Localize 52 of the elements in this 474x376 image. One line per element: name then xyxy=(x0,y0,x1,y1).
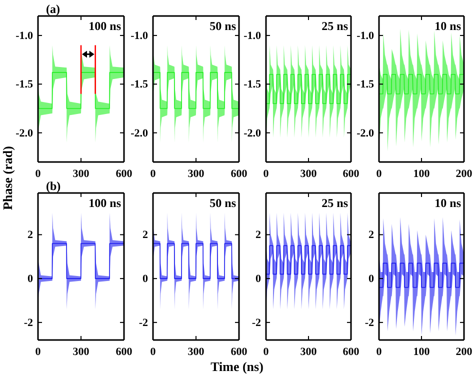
x-tick-label: 600 xyxy=(342,168,360,180)
x-tick-label: 300 xyxy=(188,346,205,358)
y-tick-label: -2 xyxy=(364,316,374,329)
y-tick-label: -2.0 xyxy=(130,127,148,140)
annotation: 25 ns xyxy=(322,19,348,33)
x-axis-title: Time (ns) xyxy=(210,359,264,374)
y-tick-label: -1.0 xyxy=(130,30,148,42)
y-tick-label: 0 xyxy=(28,273,34,286)
x-tick-label: 600 xyxy=(116,346,133,358)
annotation: 10 ns xyxy=(434,19,462,33)
annotation: 100 ns xyxy=(88,19,122,33)
x-tick-label: 600 xyxy=(342,346,360,358)
annotation: 25 ns xyxy=(322,196,348,210)
x-tick-label: 100 xyxy=(413,168,430,180)
x-tick-label: 300 xyxy=(72,168,90,180)
x-tick-label: 200 xyxy=(456,168,473,180)
y-tick-label: -2.0 xyxy=(244,127,262,140)
chart-title: (a) xyxy=(46,2,60,16)
y-tick-label: 2 xyxy=(368,229,374,242)
y-tick-label: 0 xyxy=(368,273,374,286)
x-tick-label: 300 xyxy=(188,168,205,180)
y-tick-label: -2.0 xyxy=(356,127,374,140)
x-tick-label: 100 xyxy=(413,346,430,358)
annotation: 100 ns xyxy=(88,196,122,210)
x-tick-label: 600 xyxy=(230,168,248,180)
y-tick-label: -1.5 xyxy=(130,78,148,91)
annotation: 50 ns xyxy=(210,196,236,210)
y-tick-label: 2 xyxy=(28,229,34,242)
chart-title: (b) xyxy=(46,179,61,193)
y-tick-label: 2 xyxy=(142,229,148,242)
x-tick-label: 600 xyxy=(230,346,248,358)
y-tick-label: -1.0 xyxy=(16,30,34,42)
y-tick-label: -2 xyxy=(252,316,262,329)
x-tick-label: 600 xyxy=(116,168,133,180)
y-tick-label: -1.5 xyxy=(356,78,374,91)
y-tick-label: 0 xyxy=(256,273,262,286)
y-axis-title: Phase (rad) xyxy=(0,146,15,210)
y-tick-label: -1.0 xyxy=(356,30,374,42)
x-tick-label: 300 xyxy=(300,346,318,358)
x-tick-label: 300 xyxy=(72,346,90,358)
y-tick-label: 0 xyxy=(142,273,148,286)
x-tick-label: 300 xyxy=(300,168,318,180)
y-tick-label: 2 xyxy=(256,229,262,242)
y-tick-label: -1.5 xyxy=(16,78,34,91)
y-tick-label: -1.0 xyxy=(244,30,262,42)
annotation: 50 ns xyxy=(210,19,236,33)
y-tick-label: -2.0 xyxy=(16,127,34,140)
x-tick-label: 200 xyxy=(456,346,473,358)
annotation: 10 ns xyxy=(434,196,462,210)
y-tick-label: -2 xyxy=(24,316,34,329)
y-tick-label: -2 xyxy=(138,316,148,329)
y-tick-label: -1.5 xyxy=(244,78,262,91)
